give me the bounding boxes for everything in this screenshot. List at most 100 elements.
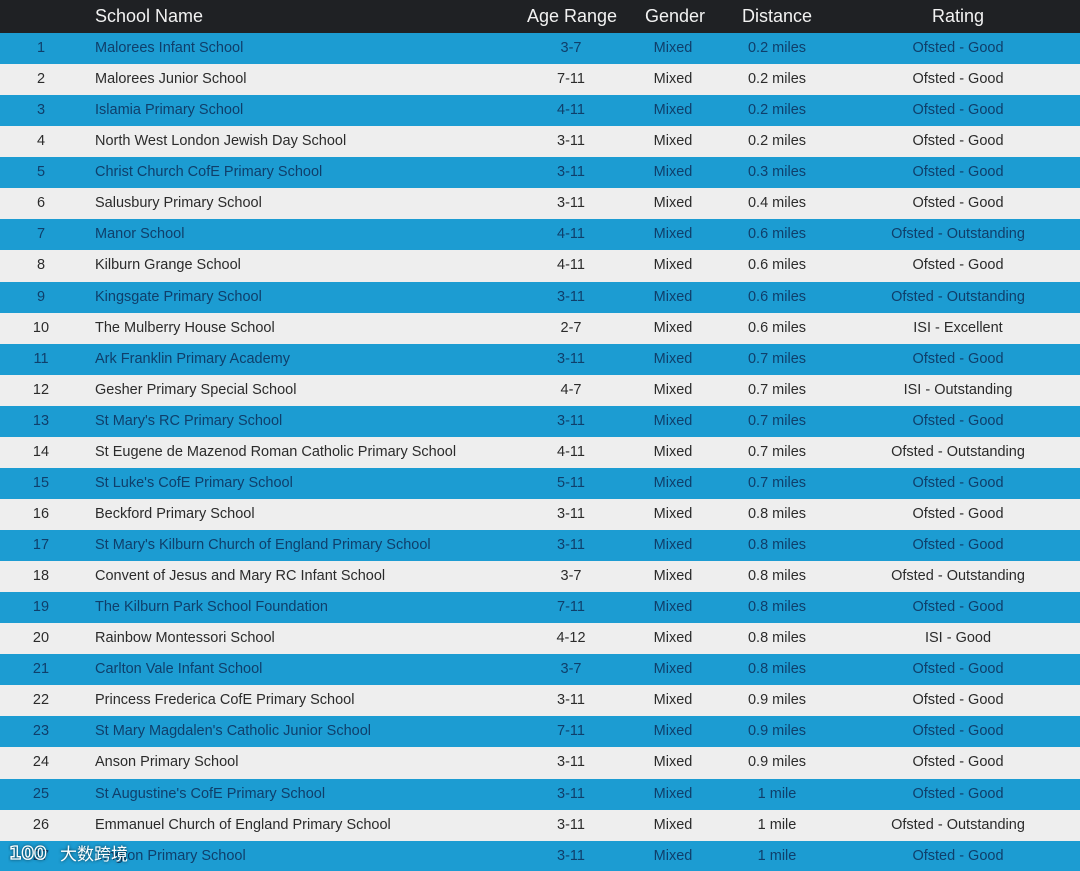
rating-cell: Ofsted - Good [912,847,1004,864]
age-range-cell: 3-11 [557,692,585,709]
school-name-cell: Malorees Infant School [95,40,244,56]
distance-cell: 1 mile [757,816,797,833]
rating-cell: Ofsted - Good [912,257,1004,274]
distance-cell: 0.2 miles [747,71,807,88]
gender-cell: Mixed [653,71,693,88]
distance-cell: 0.7 miles [747,381,807,398]
age-range-cell: 3-11 [557,288,585,305]
distance-cell: 0.6 miles [747,288,807,305]
rating-cell: Ofsted - Good [912,164,1004,181]
age-range-cell: 4-11 [557,443,585,460]
table-row: 3 Islamia Primary School 4-11 Mixed 0.2 mile… [0,95,1080,127]
school-name-cell: Princess Frederica CofE Primary School [95,692,355,709]
school-name-cell: St Mary Magdalen's Catholic Junior Schoo… [95,723,371,740]
age-range-cell: 3-11 [557,164,585,181]
age-range-cell: 3-11 [557,195,585,212]
table-header: School Name Age Range Gender Distance Ra… [0,0,1080,34]
table-row: 5 Christ Church CofE Primary School 3-11 Mi… [0,157,1080,189]
school-name-cell: Beckford Primary School [95,505,255,522]
row-number: 5 [36,164,46,181]
distance-cell: 0.8 miles [747,630,807,647]
row-number: 11 [33,350,49,367]
rating-cell: Ofsted - Good [912,723,1004,740]
distance-cell: 0.7 miles [747,412,807,429]
distance-cell: 0.9 miles [747,723,807,740]
school-name-cell: Carlton Vale Infant School [95,661,263,678]
school-name-cell: North West London Jewish Day School [95,133,347,150]
distance-cell: 0.7 miles [747,474,807,491]
header-gender: Gender [644,6,706,26]
rating-cell: Ofsted - Good [912,599,1004,616]
header-distance: Distance [741,6,813,26]
age-range-cell: 4-11 [557,226,585,243]
school-name-cell: Christ Church CofE Primary School [95,164,323,181]
table-row: 24 Anson Primary School 3-11 Mixed 0.9 miles… [0,747,1080,779]
table-row: 18 Convent of Jesus and Mary RC Infant Sc… [0,561,1080,593]
rating-cell: Ofsted - Outstanding [891,816,1025,833]
distance-cell: 0.4 miles [747,195,807,212]
age-range-cell: 7-11 [557,71,585,88]
row-number: 27 [32,847,50,864]
rating-cell: Ofsted - Outstanding [891,568,1025,585]
row-number: 16 [32,505,50,522]
rating-cell: Ofsted - Good [912,474,1004,491]
school-name-cell: St Augustine's CofE Primary School [95,785,326,802]
rating-cell: Ofsted - Good [912,661,1004,678]
table-row: 13 St Mary's RC Primary School 3-11 Mixed 0.… [0,405,1080,437]
gender-cell: Mixed [653,692,693,709]
rating-cell: Ofsted - Good [912,71,1004,88]
gender-cell: Mixed [653,350,693,367]
distance-cell: 0.2 miles [747,102,807,119]
age-range-cell: 3-7 [560,661,582,678]
distance-cell: 0.6 miles [747,226,807,243]
table-row: 27 ...ngton Primary School 3-11 Mixed 1 mile… [0,840,1080,871]
row-number: 25 [32,785,50,802]
table-row: 7 Manor School 4-11 Mixed 0.6 miles Ofsted - … [0,219,1080,251]
rating-cell: Ofsted - Outstanding [891,443,1025,460]
school-name-cell: Islamia Primary School [95,102,244,119]
school-name-cell: Kilburn Grange School [95,257,241,274]
gender-cell: Mixed [653,412,693,429]
row-number: 3 [36,102,46,119]
row-number: 12 [32,381,50,398]
distance-cell: 0.9 miles [747,754,807,771]
rating-cell: ISI - Outstanding [903,381,1013,398]
age-range-cell: 3-7 [560,40,582,56]
table-row: 4 North West London Jewish Day School 3-11… [0,126,1080,158]
school-name-cell: Manor School [95,226,185,243]
gender-cell: Mixed [653,257,693,274]
distance-cell: 0.8 miles [747,505,807,522]
table-row: 22 Princess Frederica CofE Primary School… [0,685,1080,717]
school-name-cell: St Eugene de Mazenod Roman Catholic Prim… [95,443,457,460]
age-range-cell: 3-11 [557,537,585,553]
school-name-cell: Malorees Junior School [95,71,247,88]
distance-cell: 0.6 miles [747,319,807,336]
gender-cell: Mixed [653,164,693,181]
rating-cell: Ofsted - Good [912,195,1004,212]
gender-cell: Mixed [653,661,693,678]
gender-cell: Mixed [653,40,693,56]
watermark-text: 大数跨境 [60,844,128,864]
table-row: 1 Malorees Infant School 3-7 Mixed 0.2 miles… [0,33,1080,65]
distance-cell: 0.8 miles [747,661,807,678]
gender-cell: Mixed [653,630,693,647]
gender-cell: Mixed [653,226,693,243]
rating-cell: Ofsted - Good [912,40,1004,56]
age-range-cell: 2-7 [560,319,582,336]
gender-cell: Mixed [653,133,693,150]
gender-cell: Mixed [653,816,693,833]
rating-cell: Ofsted - Good [912,692,1004,709]
school-name-cell: St Mary's Kilburn Church of England Prim… [95,537,431,553]
gender-cell: Mixed [653,195,693,212]
age-range-cell: 3-7 [560,568,582,585]
age-range-cell: 7-11 [557,723,585,740]
gender-cell: Mixed [653,102,693,119]
gender-cell: Mixed [653,723,693,740]
table-row: 15 St Luke's CofE Primary School 5-11 Mixed… [0,467,1080,499]
rating-cell: ISI - Excellent [913,319,1003,336]
row-number: 26 [32,816,50,833]
distance-cell: 1 mile [757,785,797,802]
table-row: 10 The Mulberry House School 2-7 Mixed 0.6 m… [0,312,1080,344]
row-number: 10 [32,319,50,336]
